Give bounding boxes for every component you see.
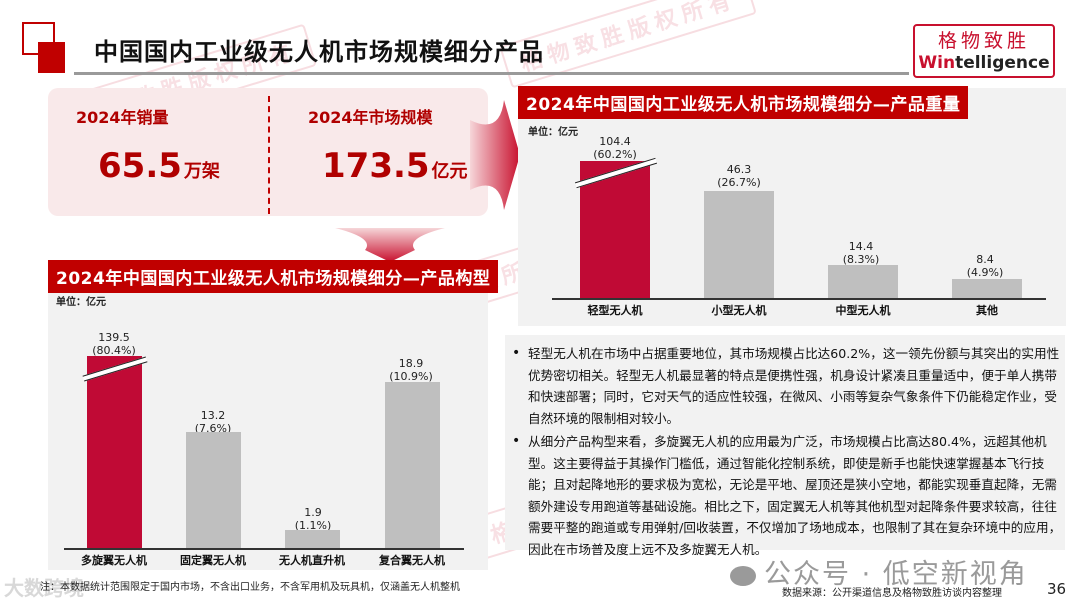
bar-value-label: 46.3 (26.7%) bbox=[717, 163, 761, 189]
wechat-watermark: 公众号 · 低空新视角 bbox=[730, 552, 1028, 591]
bar-value-label: 104.4 (60.2%) bbox=[593, 135, 637, 161]
kpi-sales-value: 65.5 万架 bbox=[98, 146, 220, 186]
wechat-icon bbox=[730, 565, 756, 586]
bar-light-drone bbox=[580, 161, 650, 298]
bar-value-label: 139.5 (80.4%) bbox=[92, 331, 136, 357]
data-source: 数据来源：公开渠道信息及格物致胜访谈内容整理 bbox=[782, 588, 1002, 599]
category-label: 其他 bbox=[976, 304, 998, 317]
bar-value-label: 13.2 (7.6%) bbox=[194, 409, 232, 435]
footnote: 注：本数据统计范围限定于国内市场，不含出口业务，不含军用机及玩具机，仅涵盖无人机… bbox=[40, 582, 460, 593]
bar-value-label: 8.4 (4.9%) bbox=[966, 253, 1004, 279]
brand-name-en: Wintelligence bbox=[918, 53, 1050, 73]
insight-list: 轻型无人机在市场中占据重要地位，其市场规模占比达60.2%，这一领先份额与其突出… bbox=[510, 343, 1068, 562]
category-label: 中型无人机 bbox=[835, 304, 891, 317]
bar-helicopter bbox=[285, 530, 340, 548]
weight-chart-unit: 单位：亿元 bbox=[528, 127, 578, 138]
brand-name-cn: 格物致胜 bbox=[937, 30, 1030, 52]
x-axis bbox=[552, 298, 1046, 300]
category-label: 固定翼无人机 bbox=[180, 554, 246, 567]
kpi-market-label: 2024年市场规模 bbox=[308, 108, 433, 127]
weight-chart-title: 2024年中国国内工业级无人机市场规模细分—产品重量 bbox=[518, 86, 969, 119]
corner-watermark: 大数跨境 bbox=[4, 576, 84, 600]
insight-bullet: 轻型无人机在市场中占据重要地位，其市场规模占比达60.2%，这一领先份额与其突出… bbox=[510, 343, 1068, 429]
type-chart-title: 2024年中国国内工业级无人机市场规模细分—产品构型 bbox=[48, 260, 499, 293]
bar-medium-drone bbox=[828, 265, 898, 298]
insight-bullet: 从细分产品构型来看，多旋翼无人机的应用最为广泛，市场规模占比高达80.4%，远超… bbox=[510, 431, 1068, 560]
bar-other bbox=[952, 279, 1022, 298]
category-label: 无人机直升机 bbox=[279, 554, 345, 567]
bar-value-label: 14.4 (8.3%) bbox=[842, 240, 880, 266]
title-divider bbox=[74, 72, 909, 75]
bar-fixed-wing bbox=[186, 432, 241, 548]
category-label: 多旋翼无人机 bbox=[81, 554, 147, 567]
kpi-market-value: 173.5 亿元 bbox=[322, 146, 468, 186]
brand-logo: 格物致胜 Wintelligence bbox=[913, 24, 1055, 78]
bar-multirotor bbox=[87, 356, 142, 548]
arrow-right-icon bbox=[470, 100, 520, 210]
x-axis bbox=[64, 548, 464, 550]
bar-small-drone bbox=[704, 191, 774, 298]
page-number: 36 bbox=[1047, 580, 1067, 598]
arrow-down-icon bbox=[335, 228, 445, 262]
bar-compound-wing bbox=[385, 382, 440, 548]
kpi-sales-label: 2024年销量 bbox=[76, 108, 169, 127]
page-title: 中国国内工业级无人机市场规模细分产品 bbox=[94, 38, 544, 66]
type-chart-unit: 单位：亿元 bbox=[56, 297, 106, 308]
bar-value-label: 1.9 (1.1%) bbox=[294, 506, 332, 532]
category-label: 轻型无人机 bbox=[587, 304, 643, 317]
bar-value-label: 18.9 (10.9%) bbox=[389, 357, 433, 383]
section-logo-icon bbox=[22, 22, 66, 74]
category-label: 复合翼无人机 bbox=[379, 554, 445, 567]
kpi-divider bbox=[268, 96, 270, 214]
category-label: 小型无人机 bbox=[711, 304, 767, 317]
